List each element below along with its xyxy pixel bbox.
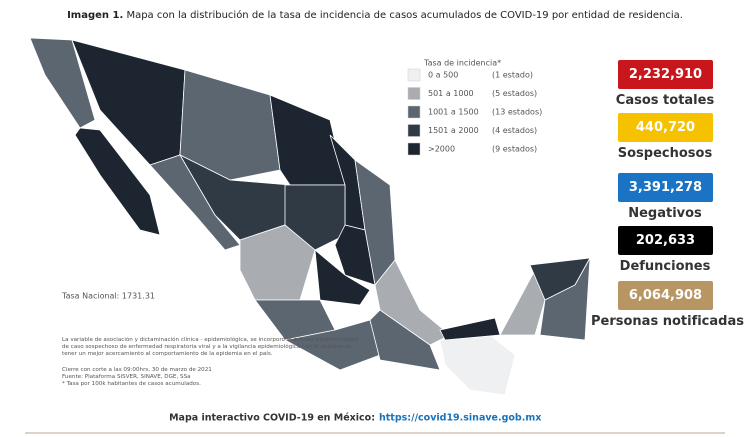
title-text: Mapa con la distribución de la tasa de i… xyxy=(126,10,683,21)
state xyxy=(284,184,346,251)
legend-count: (5 estados) xyxy=(492,89,537,98)
legend-count: (1 estado) xyxy=(492,71,533,80)
legend-range: 1001 a 1500 xyxy=(428,108,479,117)
stat-label: Casos totales xyxy=(615,93,715,108)
stat-label: Personas notificadas xyxy=(591,314,744,329)
states xyxy=(29,37,591,396)
state xyxy=(334,224,376,286)
legend-range: >2000 xyxy=(428,145,455,154)
legend-range: 1501 a 2000 xyxy=(428,126,479,135)
state xyxy=(539,257,591,341)
legend-range: 0 a 500 xyxy=(428,71,458,80)
national-rate: Tasa Nacional: 1731.31 xyxy=(61,292,155,301)
legend-swatch xyxy=(407,124,421,137)
note: La variable de asociación y dictaminació… xyxy=(62,337,359,357)
legend-swatch xyxy=(407,142,421,156)
title: Imagen 1. Mapa con la distribución de la… xyxy=(0,10,750,21)
footer-text: Mapa interactivo COVID-19 en México: xyxy=(169,413,375,424)
legend-count: (9 estados) xyxy=(492,145,537,154)
stat-value: 202,633 xyxy=(618,226,713,255)
state xyxy=(314,249,371,306)
note: Fuente: Plataforma SISVER, SINAVE, DGE, … xyxy=(62,374,191,380)
title-label: Imagen 1. xyxy=(67,10,124,21)
stat-value: 440,720 xyxy=(618,113,713,142)
stat-label: Sospechosos xyxy=(617,146,713,161)
state xyxy=(369,309,441,371)
legend-swatch xyxy=(407,87,421,100)
note: * Tasa por 100k habitantes de casos acum… xyxy=(62,381,201,387)
legend: 0 a 500 (1 estado) 501 a 1000 (5 estados) 10… xyxy=(407,68,542,156)
state xyxy=(179,69,281,181)
stat-value: 6,064,908 xyxy=(618,281,713,310)
legend-range: 501 a 1000 xyxy=(428,89,474,98)
note: Cierre con corte a las 09:00hrs, 30 de m… xyxy=(62,367,212,373)
stat-label: Defunciones xyxy=(619,259,711,274)
legend-title: Tasa de incidencia* xyxy=(423,59,501,68)
legend-swatch xyxy=(407,68,421,82)
stat-value: 2,232,910 xyxy=(618,60,713,89)
legend-count: (4 estados) xyxy=(492,126,537,135)
legend-swatch xyxy=(407,105,421,119)
state xyxy=(439,334,516,396)
legend-count: (13 estados) xyxy=(492,108,542,117)
footer-link[interactable]: https://covid19.sinave.gob.mx xyxy=(379,413,541,424)
stat-label: Negativos xyxy=(628,206,702,221)
state xyxy=(29,37,96,129)
stat-value: 3,391,278 xyxy=(618,173,713,202)
state xyxy=(74,127,161,236)
